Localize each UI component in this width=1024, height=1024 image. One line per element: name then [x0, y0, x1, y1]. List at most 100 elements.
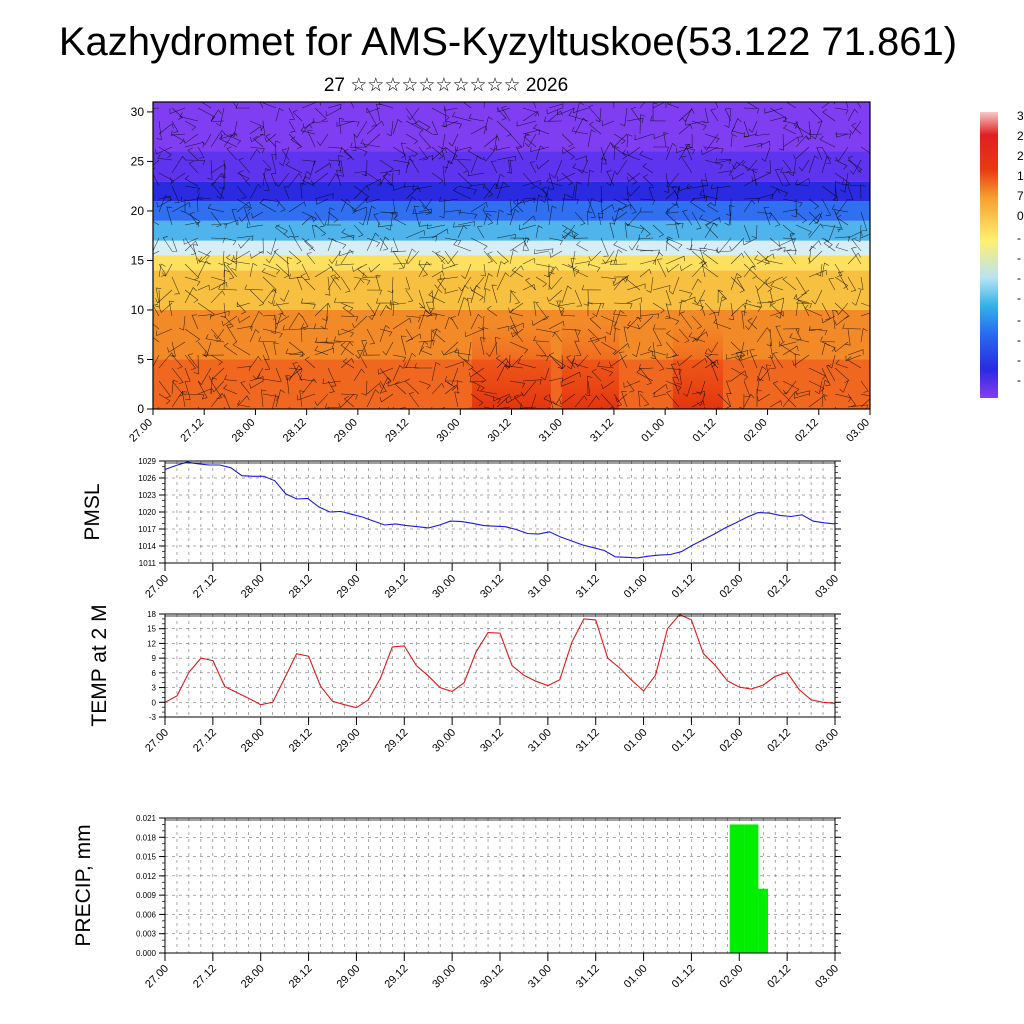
wind-barb [200, 102, 212, 109]
wind-barb [782, 328, 800, 334]
wind-barb [153, 250, 160, 255]
wind-barb [501, 106, 511, 122]
wind-barb [767, 341, 774, 359]
cs-x-tick-label: 31.12 [588, 417, 616, 445]
wind-barb [497, 106, 511, 113]
cs-y-tick-label: 30 [131, 105, 145, 119]
x-tick-label: 02.12 [765, 573, 793, 601]
wind-barb [743, 299, 752, 317]
wind-barb [571, 358, 589, 369]
wind-barb [561, 310, 576, 317]
wind-barb [561, 224, 576, 240]
wind-barb [782, 136, 800, 148]
wind-barb [262, 172, 270, 191]
wind-barb [262, 198, 281, 207]
colorbar-label: - [1017, 333, 1021, 347]
wind-barb [327, 367, 337, 387]
wind-barb [606, 170, 615, 187]
wind-barb [379, 236, 390, 252]
wind-barb [563, 228, 576, 239]
wind-barb [379, 171, 391, 187]
wind-barb [405, 315, 421, 323]
wind-barb [314, 107, 327, 122]
wind-barb [522, 172, 536, 190]
wind-barb [393, 215, 407, 226]
wind-barb [405, 250, 420, 265]
wind-barb [496, 261, 506, 278]
wind-barb [756, 250, 770, 265]
wind-barb [613, 309, 628, 317]
wind-barb [665, 237, 683, 249]
wind-barb [601, 120, 615, 126]
cs-x-tick-label: 01.12 [691, 417, 719, 445]
wind-barb [171, 202, 191, 213]
x-tick-label: 27.12 [191, 727, 219, 755]
wind-barb [483, 135, 500, 148]
wind-barb [275, 198, 286, 212]
wind-barb [275, 140, 281, 161]
pmsl-panel: 1011 1014 1017 1020 1023 1026 1029 27.00 27.12 28… [81, 457, 841, 601]
wind-barb [509, 341, 529, 354]
wind-barb [283, 186, 290, 200]
wind-barb [665, 380, 682, 392]
wind-barb [236, 185, 247, 200]
wind-barb [358, 211, 368, 226]
wind-barb [288, 312, 303, 330]
wind-barb [821, 237, 833, 248]
wind-barb [171, 120, 179, 133]
wind-barb [250, 133, 264, 143]
wind-barb [587, 302, 605, 309]
wind-barb [794, 179, 810, 187]
wind-barb [568, 111, 589, 122]
wind-barb [851, 122, 862, 135]
wind-barb [400, 335, 407, 356]
wind-barb [493, 393, 511, 402]
wind-barb [476, 386, 498, 395]
wind-barb [588, 121, 602, 135]
wind-barb [559, 393, 576, 405]
wind-barb [249, 126, 263, 135]
wind-barb [821, 262, 829, 278]
wind-barb [405, 158, 414, 174]
wind-barb [636, 368, 654, 382]
wind-barb [764, 107, 784, 114]
wind-barb [454, 391, 460, 408]
wind-barb [731, 126, 745, 135]
wind-barb [171, 133, 184, 145]
wind-barb [847, 252, 861, 265]
wind-barb [418, 133, 432, 150]
wind-barb [342, 358, 355, 369]
y-tick-label: 0.003 [136, 930, 157, 939]
wind-barb [362, 272, 381, 278]
wind-barb [834, 159, 848, 170]
wind-barb [743, 142, 763, 149]
wind-barb [452, 154, 472, 161]
wind-barb [795, 178, 811, 187]
wind-barb [431, 228, 449, 239]
wind-barb [730, 272, 742, 291]
wind-barb [171, 367, 184, 385]
wind-barb [691, 331, 709, 343]
wind-barb [574, 181, 582, 200]
wind-barb [278, 146, 290, 167]
wind-barb [470, 380, 485, 392]
wind-barb [549, 250, 563, 258]
wind-barb [249, 183, 262, 200]
wind-barb [561, 285, 572, 304]
wind-barb [702, 172, 709, 187]
wind-barb [842, 323, 862, 330]
wind-barb [218, 284, 238, 291]
x-tick-label: 02.00 [717, 727, 745, 755]
wind-barb [847, 404, 868, 409]
wind-barb [639, 268, 652, 278]
wind-barb [353, 185, 370, 200]
wind-barb [710, 185, 719, 207]
x-tick-label: 01.12 [670, 573, 698, 601]
wind-barb [431, 146, 444, 160]
wind-barb [592, 302, 602, 317]
wind-barb [505, 393, 524, 404]
wind-barb [525, 133, 537, 148]
wind-barb [210, 354, 223, 366]
wind-barb [686, 237, 693, 251]
wind-barb [274, 224, 290, 239]
